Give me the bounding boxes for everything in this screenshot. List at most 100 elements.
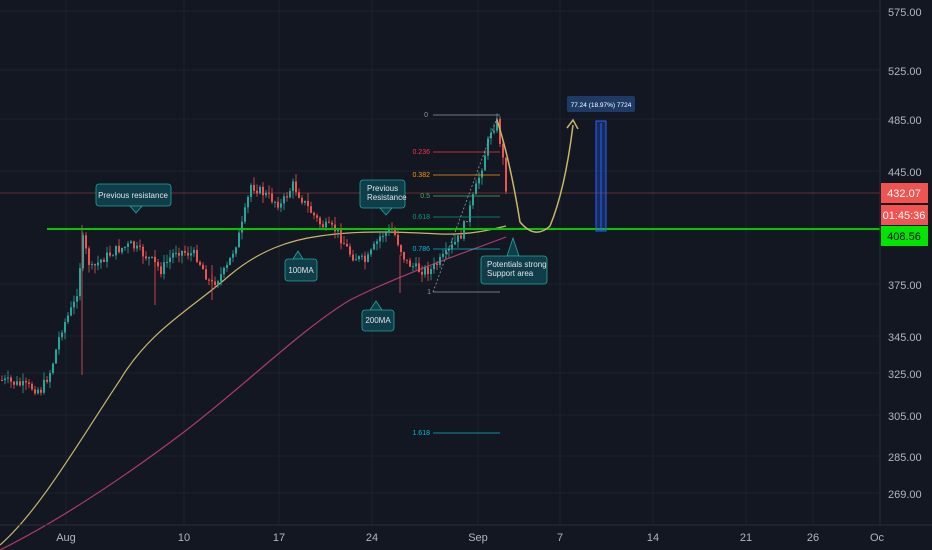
candle-body <box>385 232 387 236</box>
candle-body <box>40 389 42 393</box>
last-price-tag <box>881 183 928 203</box>
candle-body <box>259 186 261 194</box>
candle-body <box>166 261 168 263</box>
projection-arrow[interactable] <box>496 118 579 233</box>
candle-body <box>235 247 237 254</box>
callout-previous-resistance-2[interactable]: Previous Resistance <box>359 179 407 216</box>
candle-body <box>91 264 93 266</box>
candle-body <box>244 207 246 222</box>
candle-body <box>313 212 315 216</box>
candle-body <box>331 222 333 225</box>
price-tick: 305.00 <box>888 411 922 423</box>
candle-body <box>286 196 288 198</box>
candle-body <box>232 253 234 258</box>
time-axis[interactable]: Aug 10 17 24 Sep 7 14 21 26 Oc <box>0 524 932 544</box>
candles <box>1 113 507 396</box>
candle-body <box>361 255 363 257</box>
support-price-tag <box>881 226 928 246</box>
callout-label: Previous resistance <box>98 191 168 200</box>
candle-body <box>502 143 504 158</box>
candle-body <box>466 221 468 223</box>
candle-body <box>484 155 486 171</box>
candle-body <box>358 256 360 260</box>
candle-body <box>310 206 312 213</box>
candle-body <box>82 235 84 269</box>
candle-body <box>280 203 282 208</box>
candle-body <box>55 349 57 364</box>
fib-label-0: 0 <box>424 112 428 119</box>
candle-body <box>142 246 144 257</box>
candle-body <box>334 224 336 232</box>
fib-label-0236: 0.236 <box>412 149 430 156</box>
countdown-tag <box>881 205 928 225</box>
callout-200ma[interactable]: 200MA <box>361 300 395 332</box>
candle-body <box>319 217 321 225</box>
callout-label-line2: Support area <box>487 269 534 278</box>
candle-body <box>295 181 297 193</box>
callout-support-area[interactable]: Potentials strong Support area <box>480 236 548 285</box>
candle-body <box>442 253 444 257</box>
candle-body <box>220 274 222 282</box>
candle-body <box>52 363 54 374</box>
callout-box <box>361 309 395 332</box>
candle-body <box>67 315 69 322</box>
candle-body <box>373 243 375 250</box>
candle-body <box>178 252 180 256</box>
candle-body <box>298 192 300 198</box>
candle-body <box>175 252 177 254</box>
price-axis[interactable]: 575.00 525.00 485.00 445.00 375.00 345.0… <box>879 0 928 525</box>
candle-body <box>25 381 27 383</box>
candle-body <box>22 381 24 386</box>
callout-label-line1: Potentials strong <box>487 260 547 269</box>
candle-body <box>145 256 147 259</box>
callout-100ma[interactable]: 100MA <box>284 250 318 282</box>
candle-body <box>34 389 36 394</box>
candle-body <box>355 259 357 261</box>
projection-curve <box>496 119 574 233</box>
time-tick: 21 <box>740 532 752 544</box>
callout-box <box>480 255 548 285</box>
candle-body <box>16 381 18 385</box>
candle-body <box>127 243 129 247</box>
candle-body <box>130 241 132 244</box>
fib-retracement[interactable]: 0 0.236 0.382 0.5 0.618 0.786 1 1.618 <box>412 112 500 437</box>
candle-body <box>250 184 252 197</box>
candle-body <box>328 221 330 223</box>
support-price-value: 408.56 <box>887 231 921 243</box>
candle-body <box>31 383 33 390</box>
candle-body <box>94 264 96 266</box>
candle-body <box>403 251 405 260</box>
candle-body <box>187 252 189 256</box>
candle-body <box>19 381 21 386</box>
candle-body <box>283 196 285 204</box>
callout-previous-resistance[interactable]: Previous resistance <box>95 183 172 214</box>
time-tick: Aug <box>56 532 76 544</box>
candle-body <box>160 266 162 275</box>
time-tick: 24 <box>366 532 378 544</box>
candle-body <box>469 205 471 222</box>
candle-body <box>43 379 45 393</box>
candle-body <box>322 224 324 228</box>
candle-body <box>436 263 438 265</box>
candle-body <box>169 257 171 262</box>
candle-body <box>136 245 138 249</box>
candle-body <box>316 215 318 218</box>
candle-body <box>172 253 174 258</box>
measure-label: 77.24 (18.97%) 7724 <box>571 102 632 109</box>
fib-label-0786: 0.786 <box>412 246 430 253</box>
candle-body <box>76 296 78 302</box>
candle-body <box>13 381 15 385</box>
candle-body <box>451 244 453 249</box>
candle-body <box>364 255 366 262</box>
price-range-measure[interactable]: 77.24 (18.97%) 7724 <box>567 96 635 232</box>
candle-body <box>148 257 150 259</box>
candle-body <box>199 261 201 265</box>
candle-body <box>409 260 411 267</box>
price-tick: 269.00 <box>888 489 922 501</box>
candle-body <box>394 230 396 235</box>
candle-body <box>70 307 72 316</box>
candle-body <box>271 193 273 202</box>
candle-body <box>190 253 192 256</box>
candle-body <box>424 267 426 275</box>
